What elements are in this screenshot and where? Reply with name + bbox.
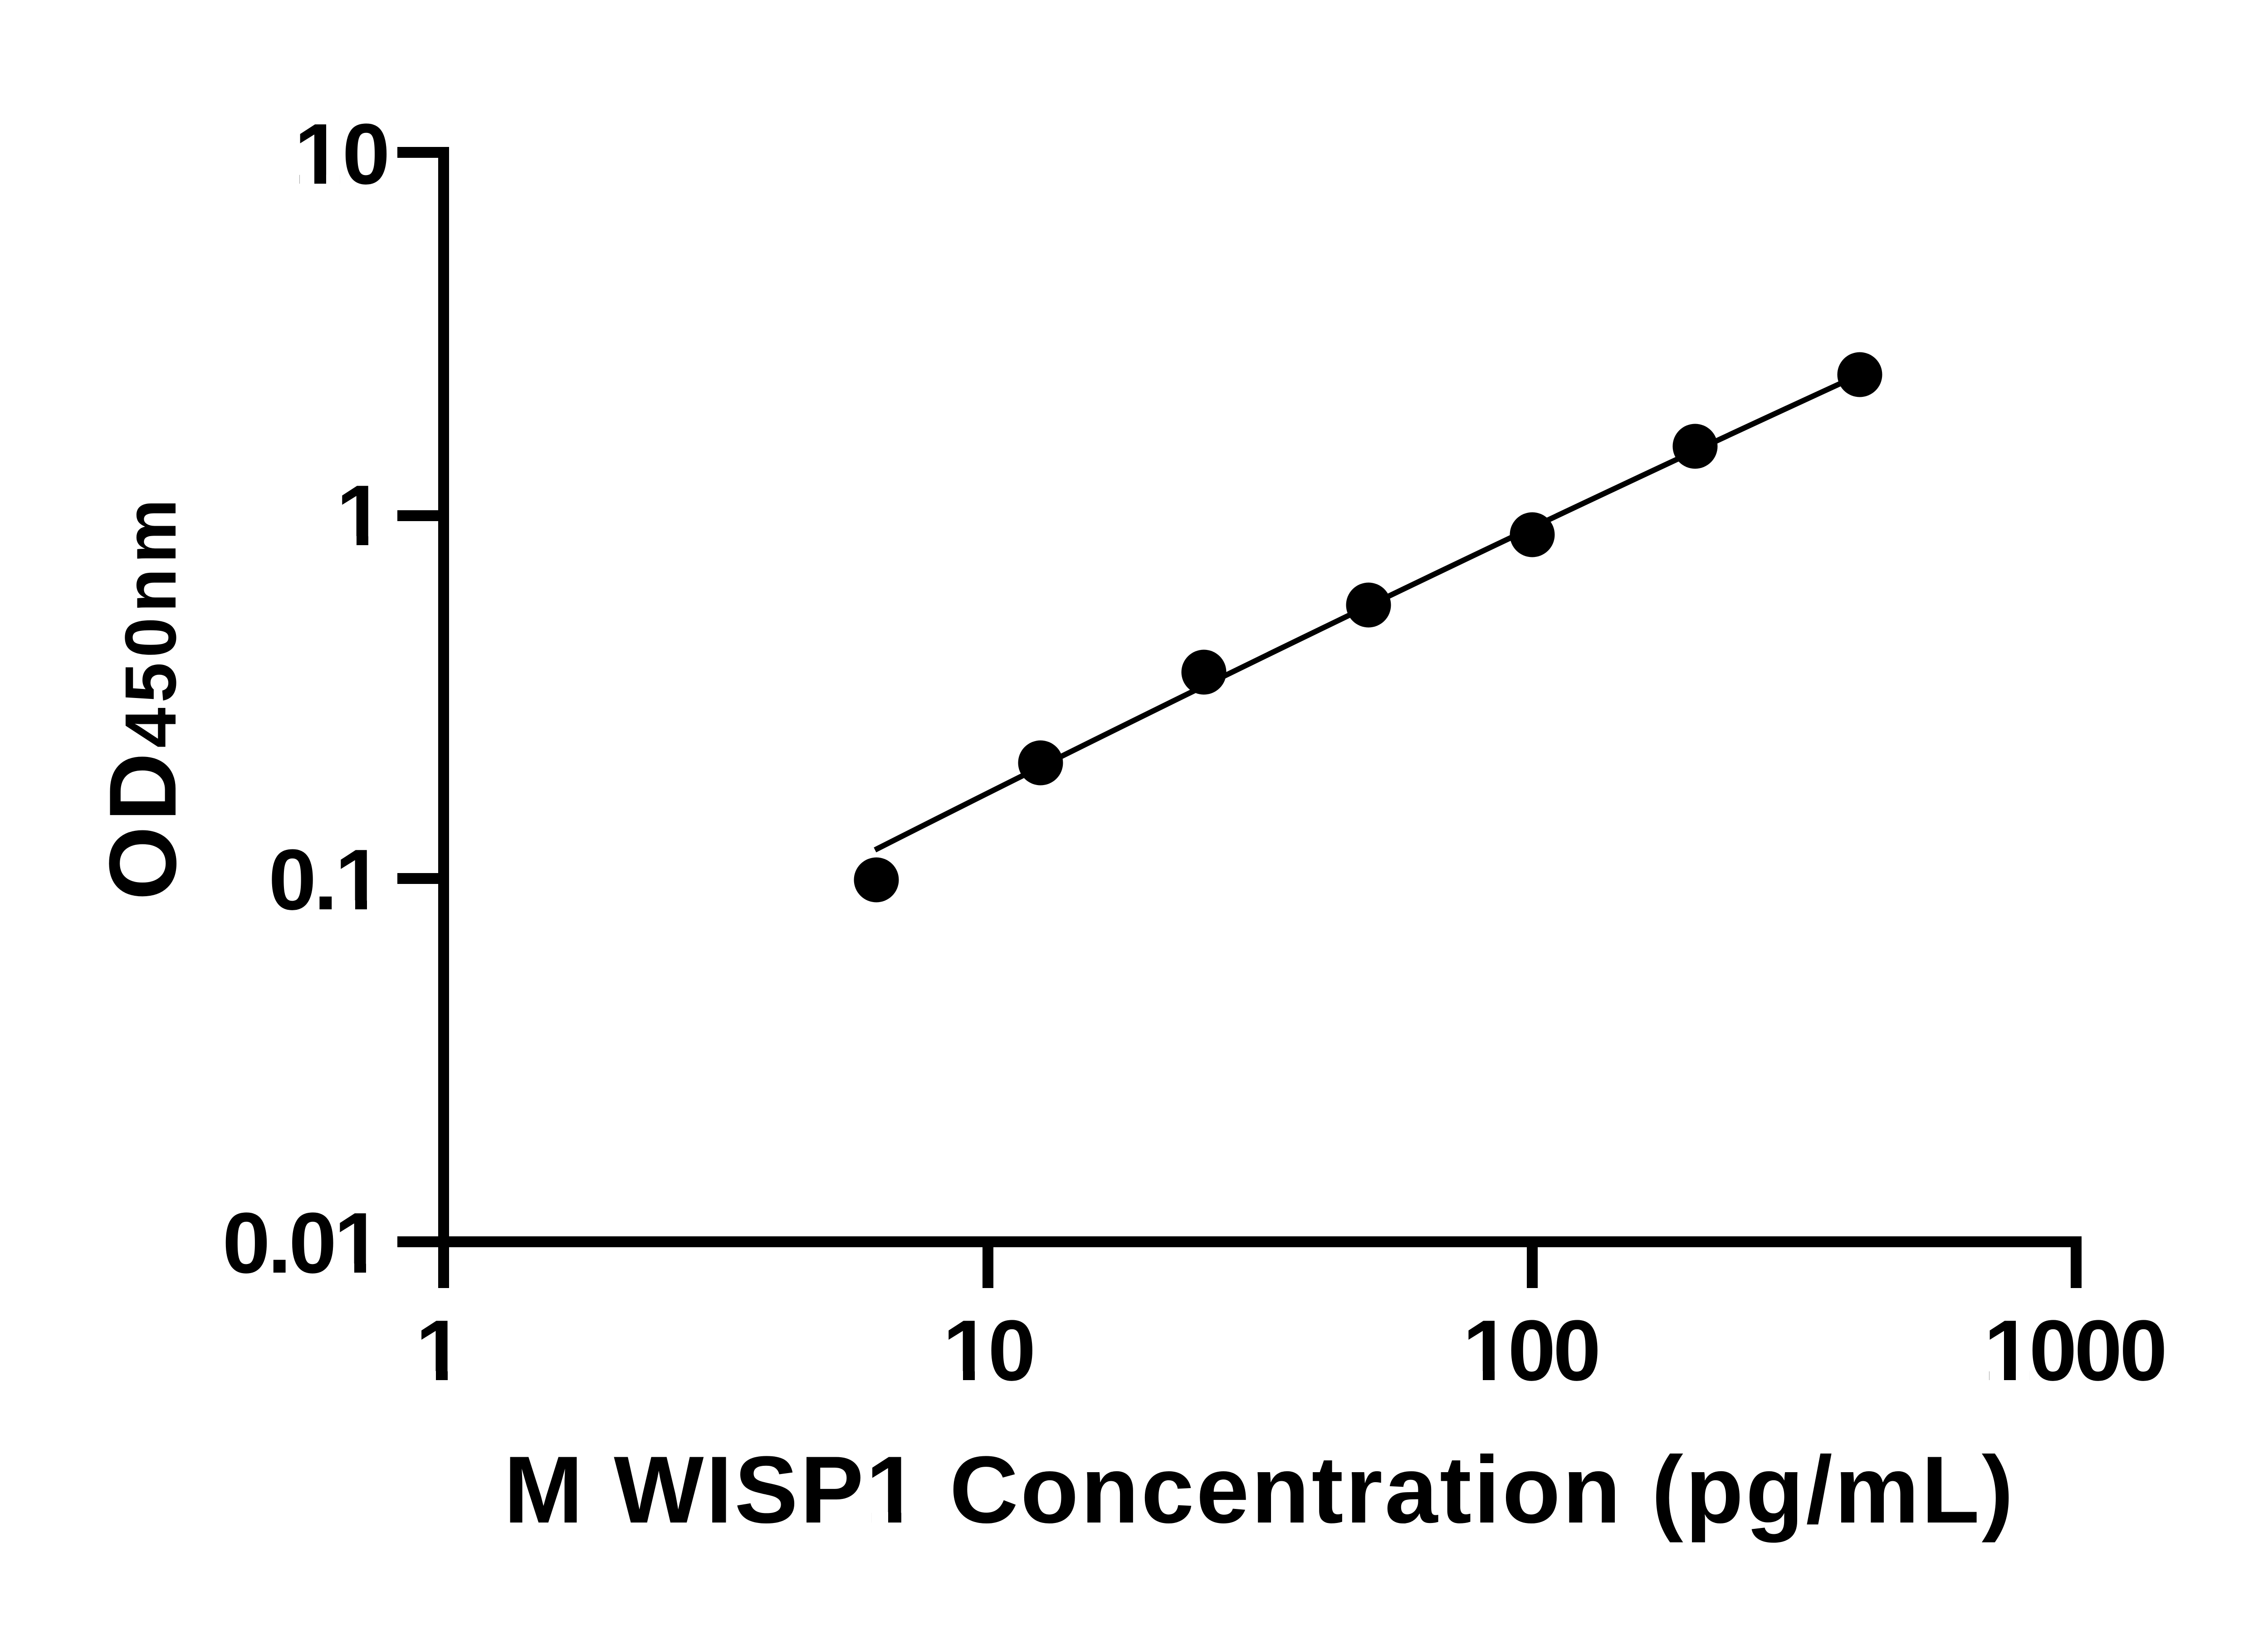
svg-text:1: 1	[336, 468, 384, 564]
svg-text:10: 10	[943, 1303, 1033, 1399]
svg-text:OD450nm: OD450nm	[89, 494, 196, 900]
svg-text:0.1: 0.1	[269, 832, 381, 928]
svg-text:100: 100	[1462, 1303, 1598, 1399]
svg-text:10: 10	[294, 106, 390, 202]
svg-text:M WISP1 Concentration (pg/mL): M WISP1 Concentration (pg/mL)	[504, 1436, 2016, 1543]
svg-text:1000: 1000	[1984, 1303, 2165, 1399]
svg-text:1: 1	[415, 1303, 464, 1399]
svg-text:0.01: 0.01	[222, 1195, 380, 1291]
